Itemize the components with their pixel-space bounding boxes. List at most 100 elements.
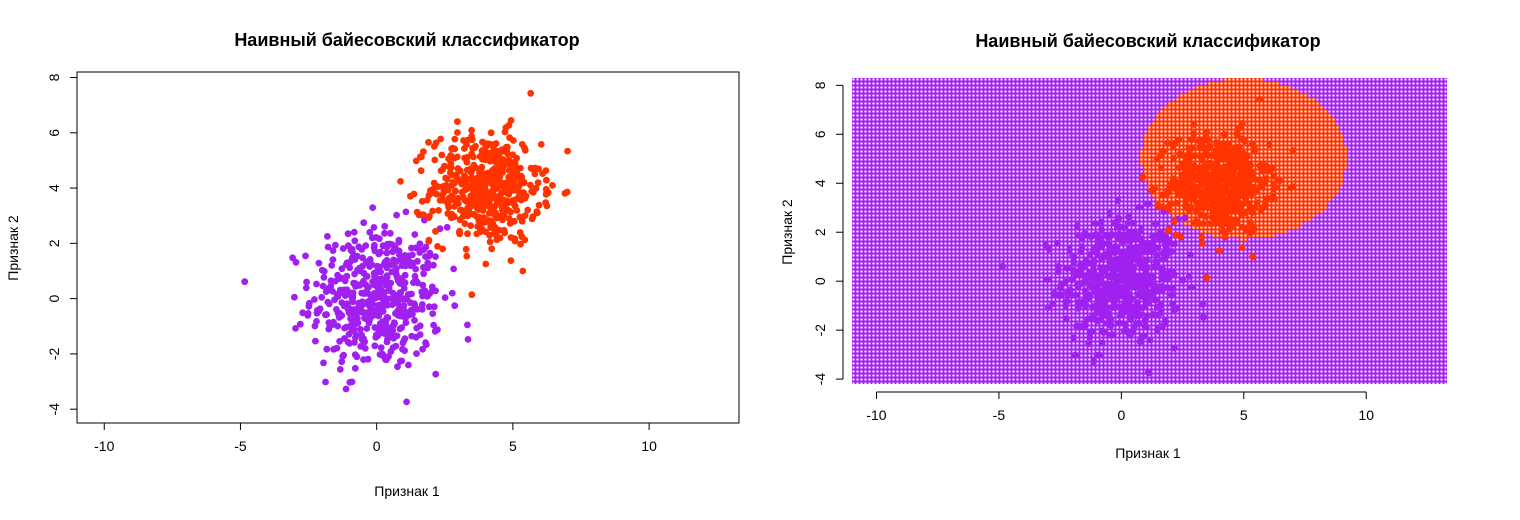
grid-cell — [1159, 93, 1164, 98]
grid-cell — [1039, 81, 1044, 86]
data-point — [500, 226, 508, 234]
data-point — [241, 278, 249, 286]
data-point — [350, 279, 357, 287]
data-point — [391, 295, 398, 302]
grid-cell — [903, 85, 908, 90]
grid-cell — [1171, 97, 1176, 102]
grid-cell — [1227, 81, 1232, 86]
grid-cell — [1015, 85, 1020, 90]
grid-cell — [1231, 78, 1236, 82]
grid-cell — [1219, 89, 1224, 94]
grid-cell — [1423, 93, 1428, 98]
grid-cell — [879, 85, 884, 90]
grid-cell — [967, 81, 972, 86]
data-point — [393, 211, 400, 219]
grid-cell — [1255, 89, 1260, 94]
grid-cell — [1079, 78, 1084, 82]
data-point — [365, 301, 372, 309]
grid-cell — [1071, 81, 1076, 86]
data-point — [320, 267, 328, 275]
grid-cell — [1187, 97, 1192, 102]
data-point — [509, 151, 517, 159]
grid-cell — [1335, 97, 1340, 102]
grid-cell — [1223, 89, 1228, 94]
grid-cell — [1111, 93, 1116, 98]
grid-cell — [927, 85, 932, 90]
data-point — [522, 192, 530, 200]
grid-cell — [1247, 97, 1252, 102]
grid-cell — [1031, 93, 1036, 98]
grid-cell — [1223, 93, 1228, 98]
data-point — [336, 366, 344, 373]
grid-cell — [1263, 93, 1268, 98]
grid-cell — [1299, 81, 1304, 86]
grid-cell — [1183, 81, 1188, 86]
data-point — [434, 183, 442, 191]
grid-cell — [1123, 85, 1128, 90]
grid-cell — [939, 93, 944, 98]
grid-cell — [971, 78, 976, 82]
grid-cell — [1167, 89, 1172, 94]
grid-cell — [959, 85, 964, 90]
data-point — [360, 219, 368, 227]
grid-cell — [999, 81, 1004, 86]
data-point — [461, 174, 469, 181]
grid-cell — [1339, 85, 1344, 90]
data-point — [412, 244, 420, 252]
grid-cell — [1131, 89, 1136, 94]
grid-cell — [1415, 85, 1420, 90]
data-point — [351, 252, 358, 260]
data-point — [392, 245, 400, 253]
data-point — [414, 257, 421, 265]
grid-cell — [1035, 81, 1040, 86]
grid-cell — [1239, 85, 1244, 90]
grid-cell — [1047, 93, 1052, 98]
grid-cell — [1387, 89, 1392, 94]
data-point — [377, 248, 384, 256]
grid-cell — [1331, 97, 1336, 102]
data-point — [464, 336, 472, 343]
grid-cell — [1383, 93, 1388, 98]
grid-cell — [947, 93, 952, 98]
grid-cell — [915, 93, 920, 98]
grid-cell — [1403, 89, 1408, 94]
grid-cell — [935, 93, 940, 98]
data-point — [380, 289, 388, 296]
data-point — [323, 311, 330, 318]
data-point — [382, 356, 389, 363]
grid-cell — [999, 89, 1004, 94]
data-point — [506, 134, 513, 142]
grid-cell — [1351, 93, 1356, 98]
grid-cell — [1051, 81, 1056, 86]
grid-cell — [1407, 85, 1412, 90]
grid-cell — [1371, 93, 1376, 98]
grid-cell — [1427, 93, 1432, 98]
grid-cell — [1075, 85, 1080, 90]
grid-cell — [1175, 97, 1180, 102]
grid-cell — [1179, 78, 1184, 82]
grid-cell — [1167, 97, 1172, 102]
data-point — [292, 258, 300, 266]
grid-cell — [1195, 97, 1200, 102]
grid-cell — [1115, 89, 1120, 94]
grid-cell — [1011, 85, 1016, 90]
data-point — [350, 326, 358, 334]
data-point — [392, 342, 400, 350]
grid-cell — [1119, 81, 1124, 86]
data-point — [491, 229, 499, 236]
grid-cell — [1103, 85, 1108, 90]
grid-cell — [927, 93, 932, 98]
grid-cell — [915, 85, 920, 90]
grid-cell — [1303, 78, 1308, 82]
data-point — [429, 207, 436, 215]
grid-cell — [1319, 97, 1324, 102]
data-point — [323, 446, 330, 453]
data-point — [397, 256, 405, 263]
grid-cell — [911, 85, 916, 90]
data-point — [520, 179, 528, 187]
grid-cell — [987, 93, 992, 98]
grid-cell — [947, 85, 952, 90]
grid-cell — [967, 85, 972, 90]
grid-cell — [1011, 93, 1016, 98]
grid-cell — [927, 89, 932, 94]
